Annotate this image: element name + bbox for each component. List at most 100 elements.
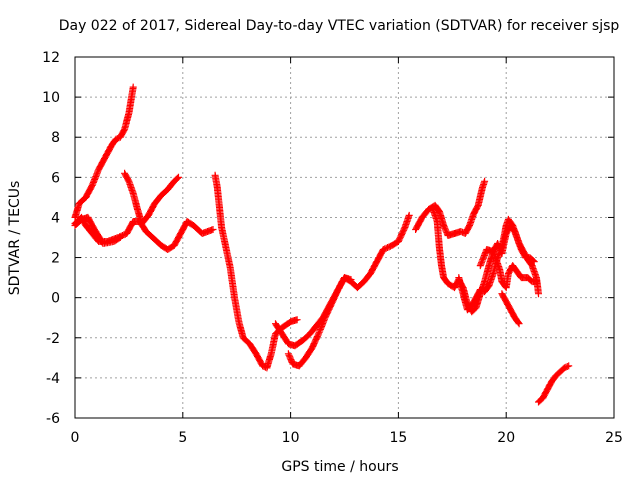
data-point bbox=[432, 208, 434, 211]
data-point bbox=[132, 192, 134, 194]
data-point bbox=[104, 156, 106, 158]
data-point bbox=[555, 375, 557, 377]
data-point bbox=[404, 226, 406, 229]
x-axis-label: GPS time / hours bbox=[281, 459, 398, 475]
data-point bbox=[499, 268, 501, 271]
data-point bbox=[447, 283, 449, 285]
data-point bbox=[298, 365, 300, 367]
data-point bbox=[501, 281, 503, 283]
data-point bbox=[119, 236, 121, 239]
plot-frame bbox=[74, 56, 615, 419]
data-point bbox=[440, 264, 443, 267]
data-point bbox=[505, 224, 507, 227]
data-point bbox=[287, 353, 290, 355]
data-point bbox=[512, 224, 514, 227]
data-marker-track bbox=[535, 362, 573, 406]
y-tick-label: 12 bbox=[42, 50, 60, 66]
data-point bbox=[443, 224, 445, 227]
data-point bbox=[525, 256, 527, 259]
data-point bbox=[531, 264, 533, 267]
data-point bbox=[192, 224, 195, 227]
data-point bbox=[201, 232, 203, 235]
data-point bbox=[296, 319, 298, 321]
axis-ticks: 0 5 10 15 20 25 -6 -4 -2 0 2 4 6 8 10 12 bbox=[42, 50, 623, 446]
data-point bbox=[115, 138, 117, 140]
data-point bbox=[477, 204, 479, 207]
data-point bbox=[427, 208, 430, 211]
data-point bbox=[225, 246, 227, 249]
data-point bbox=[537, 401, 540, 403]
data-point bbox=[173, 180, 175, 182]
data-point bbox=[274, 333, 277, 335]
data-point bbox=[363, 281, 365, 283]
data-point bbox=[330, 303, 333, 305]
data-point bbox=[546, 389, 548, 391]
data-point bbox=[518, 323, 520, 325]
data-point bbox=[74, 224, 76, 227]
data-point bbox=[229, 266, 231, 269]
data-point bbox=[274, 323, 277, 325]
data-point bbox=[154, 202, 156, 205]
data-segment bbox=[211, 171, 301, 372]
data-point bbox=[147, 214, 149, 217]
data-point bbox=[337, 289, 339, 291]
data-point bbox=[516, 270, 518, 273]
y-tick-label: 2 bbox=[51, 251, 60, 267]
data-point bbox=[527, 277, 529, 279]
data-point bbox=[292, 363, 294, 365]
data-point bbox=[221, 226, 223, 229]
data-point bbox=[529, 256, 531, 259]
data-point bbox=[78, 202, 80, 205]
chart-title: Day 022 of 2017, Sidereal Day-to-day VTE… bbox=[59, 18, 620, 34]
data-point bbox=[281, 333, 283, 335]
data-point bbox=[509, 309, 512, 311]
data-point bbox=[484, 180, 486, 182]
data-point bbox=[98, 168, 100, 170]
data-segment bbox=[535, 362, 573, 406]
y-tick-label: 8 bbox=[51, 130, 60, 146]
data-point bbox=[324, 317, 326, 319]
data-point bbox=[186, 220, 188, 223]
data-point bbox=[80, 218, 83, 221]
data-point bbox=[436, 220, 438, 223]
data-point bbox=[356, 287, 359, 289]
data-point bbox=[559, 371, 561, 373]
data-point bbox=[318, 333, 320, 335]
data-point bbox=[91, 232, 93, 235]
data-point bbox=[177, 176, 180, 178]
data-point bbox=[290, 321, 292, 323]
data-point bbox=[486, 248, 488, 251]
data-segment bbox=[284, 274, 355, 370]
data-point bbox=[535, 277, 537, 279]
data-point bbox=[152, 236, 154, 239]
x-tick-label: 0 bbox=[71, 430, 80, 446]
data-marker-track bbox=[498, 290, 523, 328]
data-series bbox=[71, 83, 573, 406]
y-tick-label: 4 bbox=[51, 210, 60, 226]
data-point bbox=[520, 277, 522, 279]
data-point bbox=[111, 144, 113, 146]
data-point bbox=[132, 220, 134, 223]
data-point bbox=[533, 260, 535, 263]
data-point bbox=[91, 184, 93, 186]
data-marker-track bbox=[121, 169, 182, 227]
y-tick-label: 6 bbox=[51, 170, 60, 186]
data-point bbox=[481, 186, 484, 188]
data-point bbox=[488, 264, 490, 267]
data-point bbox=[537, 293, 540, 295]
data-point bbox=[473, 212, 475, 215]
data-point bbox=[475, 297, 477, 299]
data-point bbox=[255, 353, 257, 355]
data-point bbox=[218, 206, 221, 209]
data-point bbox=[535, 281, 537, 283]
data-point bbox=[167, 248, 169, 251]
data-point bbox=[443, 277, 445, 279]
data-point bbox=[74, 216, 76, 219]
data-point bbox=[550, 381, 553, 383]
data-point bbox=[453, 287, 456, 289]
data-point bbox=[516, 236, 518, 239]
x-tick-label: 15 bbox=[389, 430, 407, 446]
data-point bbox=[87, 216, 89, 219]
